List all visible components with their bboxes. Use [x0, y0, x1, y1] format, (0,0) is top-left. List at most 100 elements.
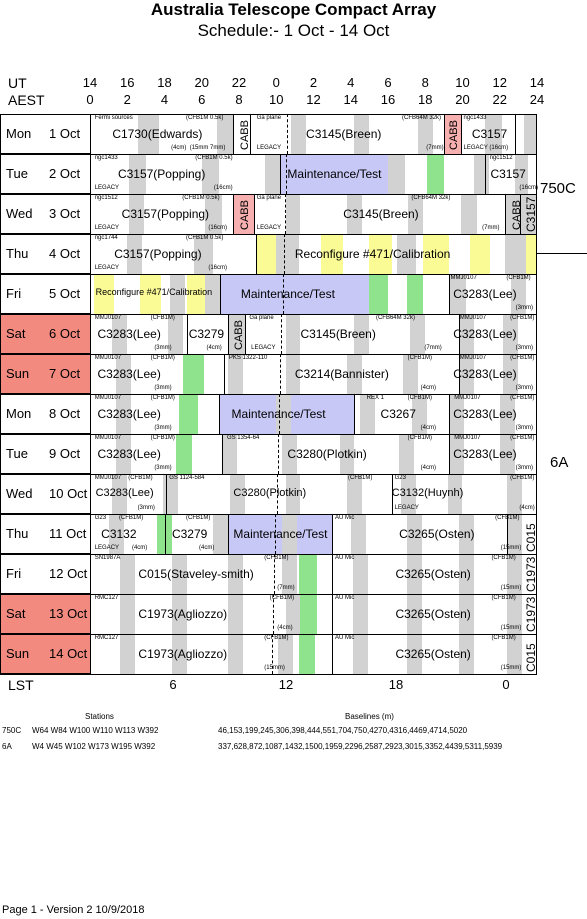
- lst-marker-line: [277, 434, 279, 474]
- day-of-week: Thu: [6, 246, 29, 261]
- block-divider: [484, 154, 486, 194]
- schedule-block: [320, 234, 344, 274]
- block-divider: [449, 434, 451, 474]
- baselines-label: Baselines (m): [345, 712, 394, 721]
- day-label: Sun 14 Oct: [0, 634, 90, 674]
- schedule-block: [175, 434, 193, 474]
- schedule-block: [449, 394, 465, 434]
- block-divider: [505, 194, 507, 234]
- schedule-block: [285, 474, 301, 514]
- ut-tick-label: 10: [455, 75, 470, 90]
- source-note: (CFB1M): [510, 315, 535, 321]
- schedule-block: [406, 274, 424, 314]
- day-label: Fri 12 Oct: [0, 554, 90, 594]
- config-divider: [537, 253, 587, 254]
- schedule-block: [112, 474, 128, 514]
- source-note: LEGACY: [256, 145, 282, 151]
- block-divider: [332, 634, 334, 674]
- schedule-block: [285, 354, 301, 394]
- source-note: MMJ0107: [94, 435, 122, 441]
- schedule-block: [427, 154, 444, 194]
- schedule-block: [222, 434, 238, 474]
- aest-label: AEST: [8, 92, 45, 108]
- row-divider: [0, 674, 537, 675]
- aest-tick-label: 6: [198, 92, 206, 107]
- ut-tick-label: 8: [421, 75, 429, 90]
- source-note: (CFB1M): [510, 355, 535, 361]
- source-note: (4cm): [199, 545, 215, 551]
- schedule-block: [423, 234, 450, 274]
- schedule-block: [157, 514, 172, 554]
- source-note: ngc1744: [94, 235, 118, 241]
- schedule-block: [127, 234, 143, 274]
- schedule-block: [412, 394, 428, 434]
- project-label: C3283(Lee): [453, 407, 517, 421]
- day-label: Thu 11 Oct: [0, 514, 90, 554]
- source-note: ngc1512: [489, 155, 513, 161]
- block-divider: [460, 114, 462, 154]
- schedule-block: [443, 114, 461, 154]
- project-label: C3283(Lee): [97, 447, 161, 461]
- day-of-week: Sun: [6, 646, 30, 661]
- source-note: (CFB1M): [348, 475, 373, 481]
- schedule-block: [205, 194, 223, 234]
- source-note: MMJ0107: [94, 395, 122, 401]
- block-divider: [250, 114, 252, 154]
- project-label: C3283(Lee): [453, 447, 517, 461]
- source-note: ngc1512: [94, 195, 118, 201]
- schedule-block: [140, 274, 161, 314]
- schedule-block: [503, 314, 519, 354]
- row-divider: [0, 634, 537, 635]
- schedule-block: [401, 474, 416, 514]
- project-label: C3145(Breen): [343, 207, 419, 221]
- schedule-block: [276, 394, 292, 434]
- source-note: MMJ0107: [94, 475, 122, 481]
- project-label: Maintenance/Test: [231, 407, 326, 421]
- row-divider: [0, 554, 537, 555]
- block-divider: [244, 314, 246, 354]
- source-note: (3mm): [515, 425, 533, 431]
- schedule-block: [352, 594, 368, 634]
- day-of-week: Fri: [6, 566, 22, 581]
- source-note: (15mm): [500, 585, 522, 591]
- block-divider: [255, 234, 257, 274]
- schedule-block: [281, 514, 297, 554]
- source-note: (CFB1M 0.5k): [185, 115, 224, 121]
- source-note: Fermi sources: [94, 115, 133, 121]
- source-note: MMJ0107: [459, 315, 487, 321]
- source-note: MMJ0107: [94, 355, 122, 361]
- row-divider: [0, 594, 537, 595]
- ut-label: UT: [8, 75, 27, 91]
- schedule-subtitle: Schedule:- 1 Oct - 14 Oct: [197, 21, 390, 40]
- row-divider: [0, 354, 537, 355]
- source-note: GS 1124-584: [169, 475, 205, 481]
- schedule-block: [499, 434, 515, 474]
- ut-tick-label: 6: [384, 75, 392, 90]
- source-note: (15mm): [500, 625, 522, 631]
- aest-tick-label: 18: [418, 92, 433, 107]
- aest-tick-label: 14: [343, 92, 358, 107]
- schedule-block: [354, 314, 370, 354]
- source-note: (CFB1M): [510, 395, 535, 401]
- day-date: 7 Oct: [49, 366, 81, 381]
- block-divider: [233, 114, 235, 154]
- source-note: (15mm): [264, 665, 285, 671]
- project-label: C3157: [490, 167, 526, 181]
- row-divider: [0, 394, 537, 395]
- schedule-block: [285, 314, 301, 354]
- source-note: (3mm): [154, 425, 172, 431]
- day-of-week: Wed: [6, 206, 33, 221]
- project-label: C3265(Osten): [395, 647, 471, 661]
- project-label: C3283(Lee): [453, 327, 517, 341]
- schedule-block: [449, 274, 467, 314]
- lst-marker-line: [274, 554, 276, 594]
- schedule-block: [520, 194, 537, 234]
- schedule-block: [458, 314, 474, 354]
- schedule-block: [212, 514, 228, 554]
- aest-tick-label: 22: [492, 92, 507, 107]
- lst-label: LST: [8, 677, 34, 693]
- source-note: (4cm): [171, 145, 187, 151]
- block-divider: [227, 514, 229, 554]
- block-divider: [458, 314, 460, 354]
- project-label: Maintenance/Test: [240, 287, 335, 301]
